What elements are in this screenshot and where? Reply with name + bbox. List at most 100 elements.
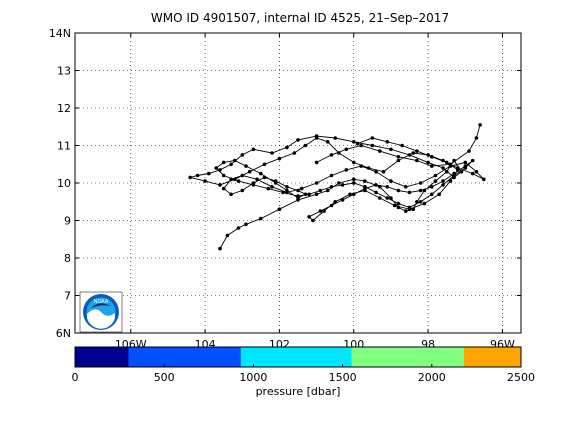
profile-point [337,181,341,185]
y-tick-label: 9 [64,215,71,228]
profile-point [333,200,338,204]
profile-point [344,147,349,152]
profile-point [299,186,304,191]
y-tick-label: 11 [57,140,71,153]
profile-point [378,149,382,153]
profile-point [244,164,248,168]
profile-point [415,200,419,204]
profile-point [389,147,393,152]
trajectory-line-2 [316,124,481,167]
profile-point [314,160,319,165]
profile-point [400,143,404,148]
profile-point [441,166,445,170]
profile-point [407,207,412,211]
profile-point [433,173,438,178]
profile-point [314,181,319,185]
profile-point [236,226,241,230]
plot-frame [74,32,522,334]
y-axis: 6N 7 8 9 10 11 12 13 14N [49,27,521,340]
profile-point [329,185,334,189]
chart-title: WMO ID 4901507, internal ID 4525, 21–Sep… [151,11,449,25]
profile-point [236,179,241,183]
profile-point [318,209,323,213]
profile-point [340,198,345,202]
profile-point [441,158,445,163]
profile-point [366,166,371,170]
profile-point [448,162,453,167]
y-tick-label: 13 [57,65,71,78]
profile-point [221,186,226,191]
profile-point [359,143,364,148]
profile-point [233,158,237,163]
noaa-logo-text: NOAA [94,299,109,305]
profile-point [415,158,419,163]
colorbar-band [75,347,129,367]
profile-point [296,194,300,198]
profile-point [433,179,438,183]
profile-point [452,171,456,176]
profile-point [370,136,375,140]
profile-point [262,162,267,167]
profile-point [396,201,401,206]
profile-point [251,183,256,187]
colorbar-tick-label: 0 [72,371,79,384]
profile-point [270,151,274,155]
colorbar-frame [74,346,522,368]
profile-point [392,203,397,208]
profile-point [482,177,486,182]
profile-point [229,177,233,182]
profile-point [259,171,263,176]
profile-point [221,160,226,165]
profile-point [255,177,259,182]
profile-point [470,158,475,163]
y-tick-label: 6N [56,327,71,340]
profile-point [396,205,401,210]
profile-point [296,138,300,142]
colorbar-tick-label: 500 [154,371,175,384]
profile-point [240,173,245,178]
profile-point [426,160,430,165]
colorbar-band [128,347,241,367]
profile-point [407,190,412,195]
profile-point [396,158,401,163]
colorbar [74,346,522,368]
trajectory-line-1 [190,135,485,249]
colorbar-band [351,347,464,367]
profile-point [411,207,416,211]
profile-point [385,196,390,200]
profile-point [307,215,311,219]
profile-point [430,164,434,168]
profile-point [407,153,412,157]
profile-point [422,201,427,206]
colorbar-tick-label: 1500 [329,371,357,384]
profile-point [378,196,382,200]
profile-point [389,179,393,183]
profile-point [404,185,408,189]
profile-point [329,203,334,208]
profile-point [448,179,453,183]
colorbar-label: pressure [dbar] [256,385,341,398]
profile-point [214,166,218,170]
profile-point [277,156,282,161]
profile-point [415,149,419,153]
profile-point [352,181,356,185]
profile-point [188,175,192,180]
profile-point [474,169,479,174]
profile-point [270,185,274,189]
float-trajectory [188,123,486,251]
profile-point [318,188,323,193]
profile-point [285,188,289,193]
y-tick-label: 14N [49,27,71,40]
profile-point [329,153,334,157]
profile-point [363,179,367,183]
profile-point [207,171,211,176]
profile-point [385,140,390,144]
colorbar-band [240,347,352,367]
profile-point [418,181,423,185]
grid-lines [75,33,521,333]
profile-point [233,177,237,182]
profile-point [259,216,263,221]
profile-point [378,185,382,189]
profile-point [266,186,271,191]
